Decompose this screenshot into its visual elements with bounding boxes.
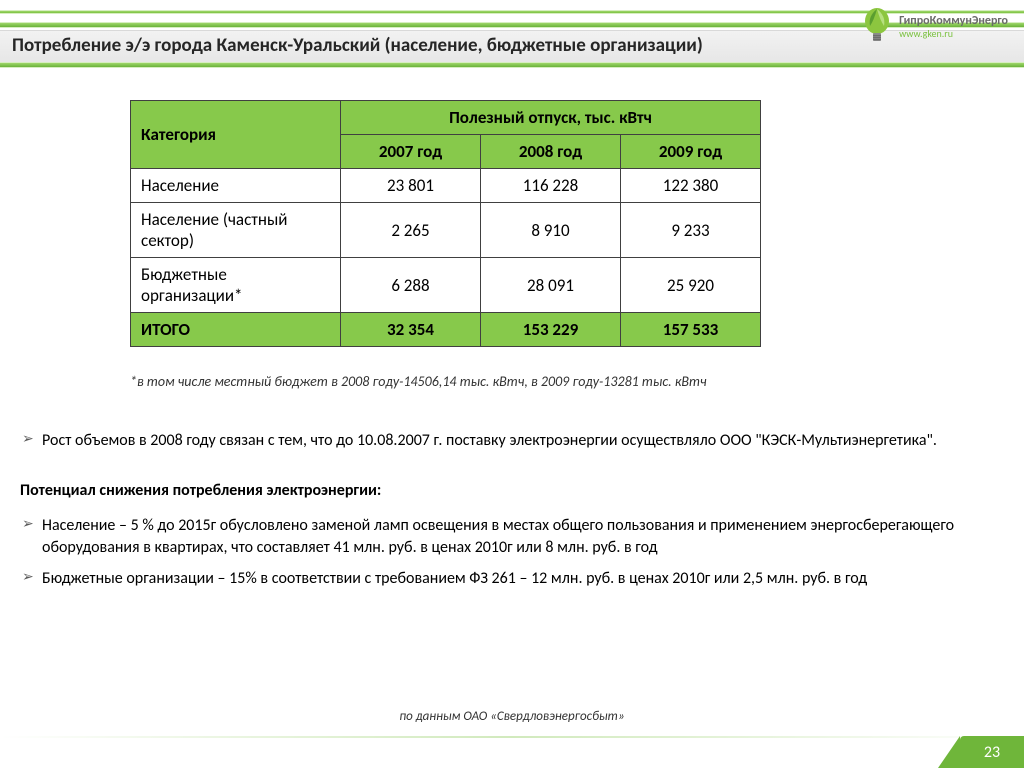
consumption-table: Категория Полезный отпуск, тыс. кВтч 200… bbox=[130, 100, 761, 347]
content-area: Категория Полезный отпуск, тыс. кВтч 200… bbox=[0, 100, 1024, 738]
col-header-2007: 2007 год bbox=[341, 135, 481, 169]
source-citation: по данным ОАО «Свердловэнергосбыт» bbox=[0, 709, 1024, 724]
table-row: Население 23 801 116 228 122 380 bbox=[131, 169, 761, 203]
leaf-bulb-icon bbox=[861, 6, 893, 48]
brand-url: www.gken.ru bbox=[899, 28, 1008, 39]
col-header-2009: 2009 год bbox=[621, 135, 761, 169]
bullets-block-2: Население – 5 % до 2015г обусловлено зам… bbox=[20, 515, 1004, 590]
table-row: Бюджетные организации* 6 288 28 091 25 9… bbox=[131, 258, 761, 313]
table-total-row: ИТОГО 32 354 153 229 157 533 bbox=[131, 313, 761, 347]
table-row: Население (частный сектор) 2 265 8 910 9… bbox=[131, 203, 761, 258]
col-header-2008: 2008 год bbox=[481, 135, 621, 169]
col-header-category: Категория bbox=[131, 101, 341, 169]
section-title: Потенциал снижения потребления электроэн… bbox=[20, 480, 1004, 502]
bottom-accent-line bbox=[0, 736, 1024, 738]
bullet-item: Рост объемов в 2008 году связан с тем, ч… bbox=[20, 430, 1004, 452]
page-number: 23 bbox=[960, 736, 1024, 768]
brand-logo: ГипроКоммунЭнерго www.gken.ru bbox=[861, 6, 1008, 48]
table-footnote: *в том числе местный бюджет в 2008 году-… bbox=[130, 373, 1004, 390]
bullets-block-1: Рост объемов в 2008 году связан с тем, ч… bbox=[20, 430, 1004, 590]
data-table-wrap: Категория Полезный отпуск, тыс. кВтч 200… bbox=[130, 100, 1004, 347]
super-header: Полезный отпуск, тыс. кВтч bbox=[341, 101, 761, 135]
bullet-item: Бюджетные организации – 15% в соответств… bbox=[20, 568, 1004, 590]
bullet-item: Население – 5 % до 2015г обусловлено зам… bbox=[20, 515, 1004, 558]
